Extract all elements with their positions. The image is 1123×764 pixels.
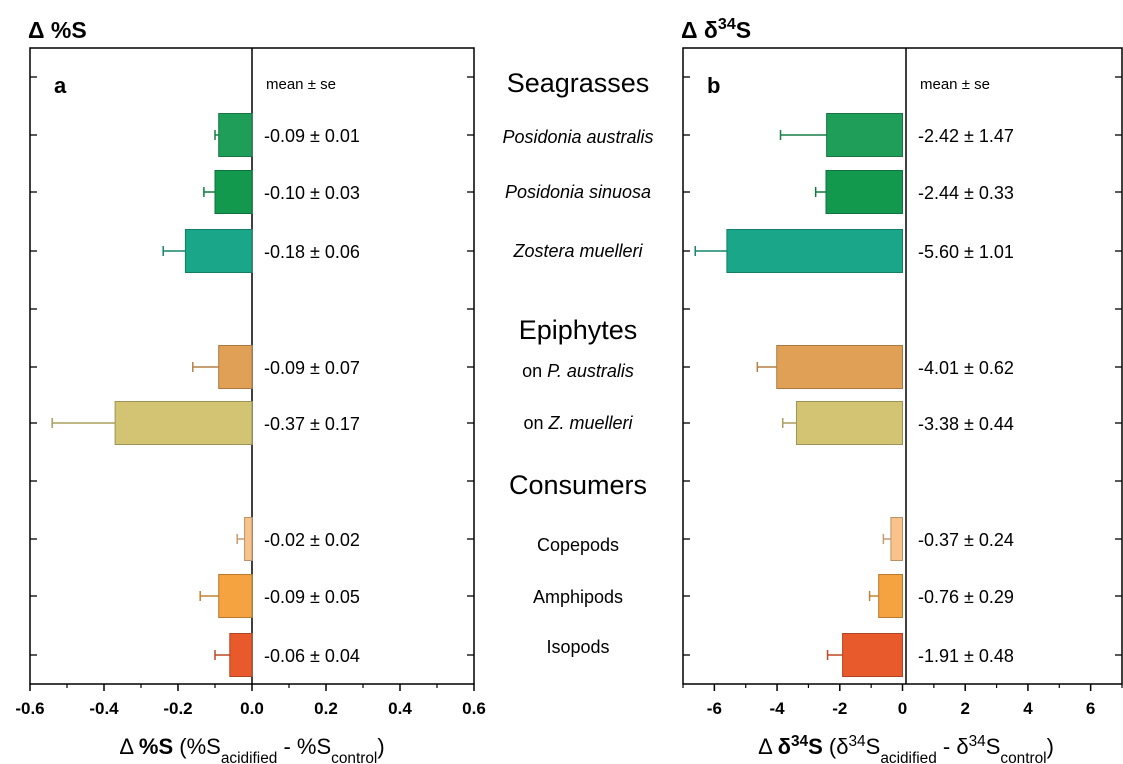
bar-zostera_muelleri xyxy=(726,229,904,273)
bar-epiphyte_zm xyxy=(114,401,253,445)
group-label-epiphytes: Epiphytes xyxy=(519,315,638,345)
group-label-consumers: Consumers xyxy=(509,470,647,500)
data-label-isopods: -0.06 ± 0.04 xyxy=(264,646,360,666)
column-header: mean ± se xyxy=(920,76,990,93)
category-label-posidonia_sinuosa: Posidonia sinuosa xyxy=(505,182,651,202)
chart-title: Δ δ34S xyxy=(681,15,751,43)
bar-posidonia_australis xyxy=(826,113,904,157)
category-label-amphipods: Amphipods xyxy=(533,587,623,607)
group-label-seagrasses: Seagrasses xyxy=(507,68,650,98)
panel-a: -0.6 -0.4 -0.2 0.0 0.2 0.4 0.6 Δ %S a mean ± se -0… xyxy=(15,17,485,764)
x-tick-label: 0.6 xyxy=(462,699,486,718)
data-label-amphipods: -0.09 ± 0.05 xyxy=(264,587,360,607)
column-header: mean ± se xyxy=(266,76,336,93)
category-label-posidonia_australis: Posidonia australis xyxy=(502,127,653,147)
x-tick-label: -2 xyxy=(832,699,847,718)
category-label-isopods: Isopods xyxy=(546,637,609,657)
x-tick-label: 0.2 xyxy=(314,699,338,718)
data-label-posidonia_australis: -0.09 ± 0.01 xyxy=(264,126,360,146)
bar-copepods xyxy=(244,517,253,561)
x-tick-label: 4 xyxy=(1023,699,1033,718)
x-tick-label: -6 xyxy=(707,699,722,718)
data-label-posidonia_sinuosa: -0.10 ± 0.03 xyxy=(264,183,360,203)
x-tick-label: 0 xyxy=(898,699,907,718)
data-label-epiphyte_pa: -0.09 ± 0.07 xyxy=(264,358,360,378)
bar-zostera_muelleri xyxy=(184,229,253,273)
x-tick-label: 6 xyxy=(1086,699,1095,718)
bar-isopods xyxy=(229,633,253,677)
panel-letter: a xyxy=(54,73,67,98)
panel-b: -6 -4 -2 0 2 4 6 Δ δ34S b mean ± se -2.42 ± 1.47 -2… xyxy=(681,15,1123,764)
x-tick-label: 0.4 xyxy=(388,699,412,718)
data-label-copepods: -0.37 ± 0.24 xyxy=(918,530,1014,550)
bar-posidonia_sinuosa xyxy=(214,170,253,214)
category-label-copepods: Copepods xyxy=(537,535,619,555)
x-axis-label: Δ %S (%Sacidified - %Scontrol) xyxy=(119,734,384,764)
bar-posidonia_sinuosa xyxy=(825,170,904,214)
x-tick-label: 2 xyxy=(960,699,969,718)
category-label-zostera_muelleri: Zostera muelleri xyxy=(512,241,643,261)
x-axis-label: Δ δ34S (δ34Sacidified - δ34Scontrol) xyxy=(758,733,1054,764)
bar-amphipods xyxy=(218,574,253,618)
bar-epiphyte_zm xyxy=(796,401,904,445)
data-label-copepods: -0.02 ± 0.02 xyxy=(264,530,360,550)
x-tick-label: -0.6 xyxy=(15,699,44,718)
category-labels: Seagrasses Epiphytes Consumers Posidonia au… xyxy=(502,68,653,657)
data-label-epiphyte_zm: -3.38 ± 0.44 xyxy=(918,414,1014,434)
category-label-epiphyte_zm: on Z. muelleri xyxy=(523,413,633,433)
data-label-zostera_muelleri: -5.60 ± 1.01 xyxy=(918,242,1014,262)
chart-title: Δ %S xyxy=(28,17,87,43)
bar-posidonia_australis xyxy=(218,113,253,157)
x-tick-label: -4 xyxy=(770,699,786,718)
data-label-isopods: -1.91 ± 0.48 xyxy=(918,646,1014,666)
data-label-amphipods: -0.76 ± 0.29 xyxy=(918,587,1014,607)
bar-epiphyte_pa xyxy=(218,345,253,389)
x-tick-label: 0.0 xyxy=(240,699,264,718)
category-label-epiphyte_pa: on P. australis xyxy=(522,361,634,381)
x-tick-label: -0.2 xyxy=(163,699,192,718)
bar-amphipods xyxy=(878,574,904,618)
bar-epiphyte_pa xyxy=(776,345,904,389)
data-label-posidonia_australis: -2.42 ± 1.47 xyxy=(918,126,1014,146)
x-tick-label: -0.4 xyxy=(89,699,119,718)
data-label-epiphyte_zm: -0.37 ± 0.17 xyxy=(264,414,360,434)
bar-copepods xyxy=(890,517,903,561)
data-label-posidonia_sinuosa: -2.44 ± 0.33 xyxy=(918,183,1014,203)
data-label-zostera_muelleri: -0.18 ± 0.06 xyxy=(264,242,360,262)
bar-isopods xyxy=(842,633,903,677)
panel-letter: b xyxy=(707,73,720,98)
data-label-epiphyte_pa: -4.01 ± 0.62 xyxy=(918,358,1014,378)
